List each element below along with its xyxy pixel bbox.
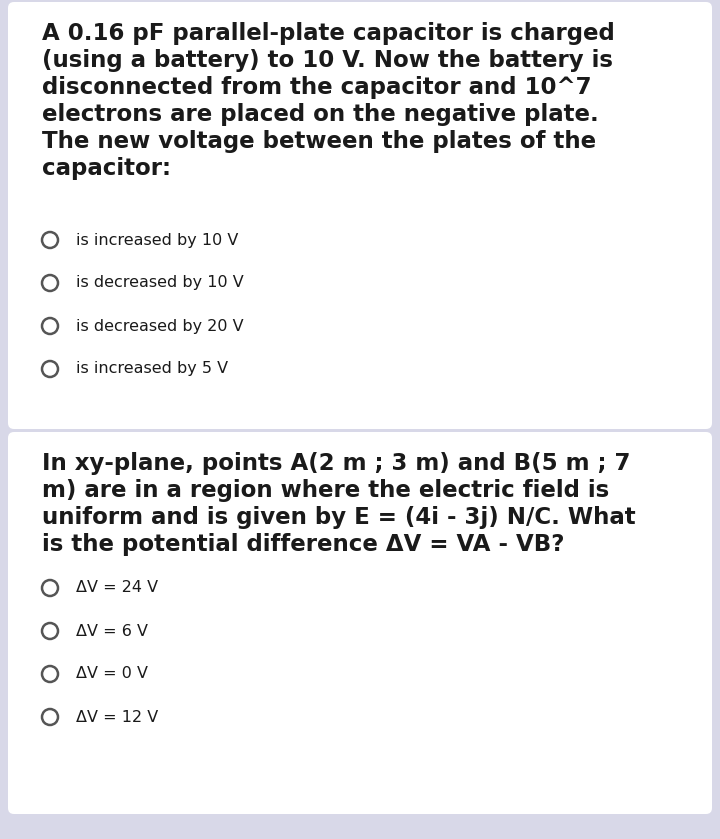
Text: is increased by 10 V: is increased by 10 V — [76, 232, 238, 248]
Text: m) are in a region where the electric field is: m) are in a region where the electric fi… — [42, 479, 609, 502]
FancyBboxPatch shape — [8, 2, 712, 429]
Circle shape — [42, 623, 58, 639]
Text: ΔV = 24 V: ΔV = 24 V — [76, 581, 158, 596]
Circle shape — [42, 361, 58, 377]
Circle shape — [42, 232, 58, 248]
Text: disconnected from the capacitor and 10^7: disconnected from the capacitor and 10^7 — [42, 76, 592, 99]
Text: capacitor:: capacitor: — [42, 157, 171, 180]
Text: uniform and is given by E = (4i - 3j) N/C. What: uniform and is given by E = (4i - 3j) N/… — [42, 506, 636, 529]
Text: is decreased by 20 V: is decreased by 20 V — [76, 319, 243, 333]
Text: is the potential difference ΔV = VA - VB?: is the potential difference ΔV = VA - VB… — [42, 533, 564, 556]
Text: is decreased by 10 V: is decreased by 10 V — [76, 275, 244, 290]
Text: ΔV = 12 V: ΔV = 12 V — [76, 710, 158, 725]
Circle shape — [42, 318, 58, 334]
Text: In xy-plane, points A(2 m ; 3 m) and B(5 m ; 7: In xy-plane, points A(2 m ; 3 m) and B(5… — [42, 452, 631, 475]
Circle shape — [42, 666, 58, 682]
Text: (using a battery) to 10 V. Now the battery is: (using a battery) to 10 V. Now the batte… — [42, 49, 613, 72]
Text: A 0.16 pF parallel-plate capacitor is charged: A 0.16 pF parallel-plate capacitor is ch… — [42, 22, 615, 45]
Circle shape — [42, 709, 58, 725]
Circle shape — [42, 580, 58, 596]
Text: electrons are placed on the negative plate.: electrons are placed on the negative pla… — [42, 103, 599, 126]
Text: ΔV = 0 V: ΔV = 0 V — [76, 666, 148, 681]
FancyBboxPatch shape — [8, 432, 712, 814]
Circle shape — [42, 275, 58, 291]
Text: ΔV = 6 V: ΔV = 6 V — [76, 623, 148, 638]
Text: The new voltage between the plates of the: The new voltage between the plates of th… — [42, 130, 596, 153]
Text: is increased by 5 V: is increased by 5 V — [76, 362, 228, 377]
